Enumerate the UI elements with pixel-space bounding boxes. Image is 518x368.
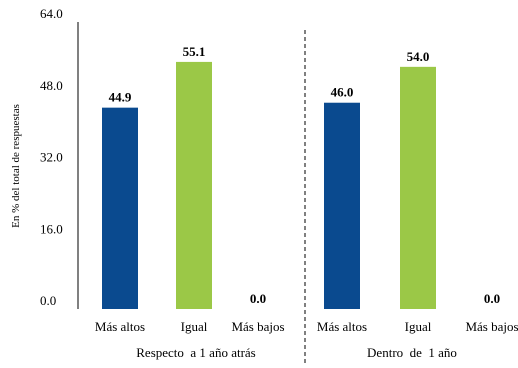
category-label: Más bajos (465, 319, 518, 334)
y-ticks: 64.0 48.0 32.0 16.0 0.0 (40, 6, 63, 308)
category-label: Más bajos (231, 319, 284, 334)
group-label: Dentro de 1 año (367, 345, 457, 360)
value-label: 44.9 (109, 90, 132, 105)
value-label: 54.0 (407, 49, 430, 64)
bar-respecto-0 (102, 107, 138, 309)
value-label: 0.0 (250, 291, 266, 306)
value-label: 46.0 (331, 85, 354, 100)
bar-dentro-1 (400, 66, 436, 309)
category-label: Más altos (317, 319, 367, 334)
y-tick-label: 48.0 (40, 78, 63, 93)
value-label: 55.1 (183, 44, 206, 59)
labels: 44.9 Más altos 55.1 Igual 0.0 Más bajos Respec… (95, 44, 518, 360)
bars (102, 61, 436, 310)
group-label: Respecto a 1 año atrás (136, 345, 255, 360)
category-label: Igual (405, 319, 432, 334)
y-tick-label: 64.0 (40, 6, 63, 21)
value-label: 0.0 (484, 291, 500, 306)
category-label: Más altos (95, 319, 145, 334)
bar-respecto-1 (176, 61, 212, 310)
category-label: Igual (181, 319, 208, 334)
y-tick-label: 0.0 (40, 293, 56, 308)
y-tick-label: 32.0 (40, 150, 63, 165)
y-axis-label: En % del total de respuestas (10, 104, 22, 228)
bar-dentro-0 (324, 102, 360, 309)
y-tick-label: 16.0 (40, 221, 63, 236)
